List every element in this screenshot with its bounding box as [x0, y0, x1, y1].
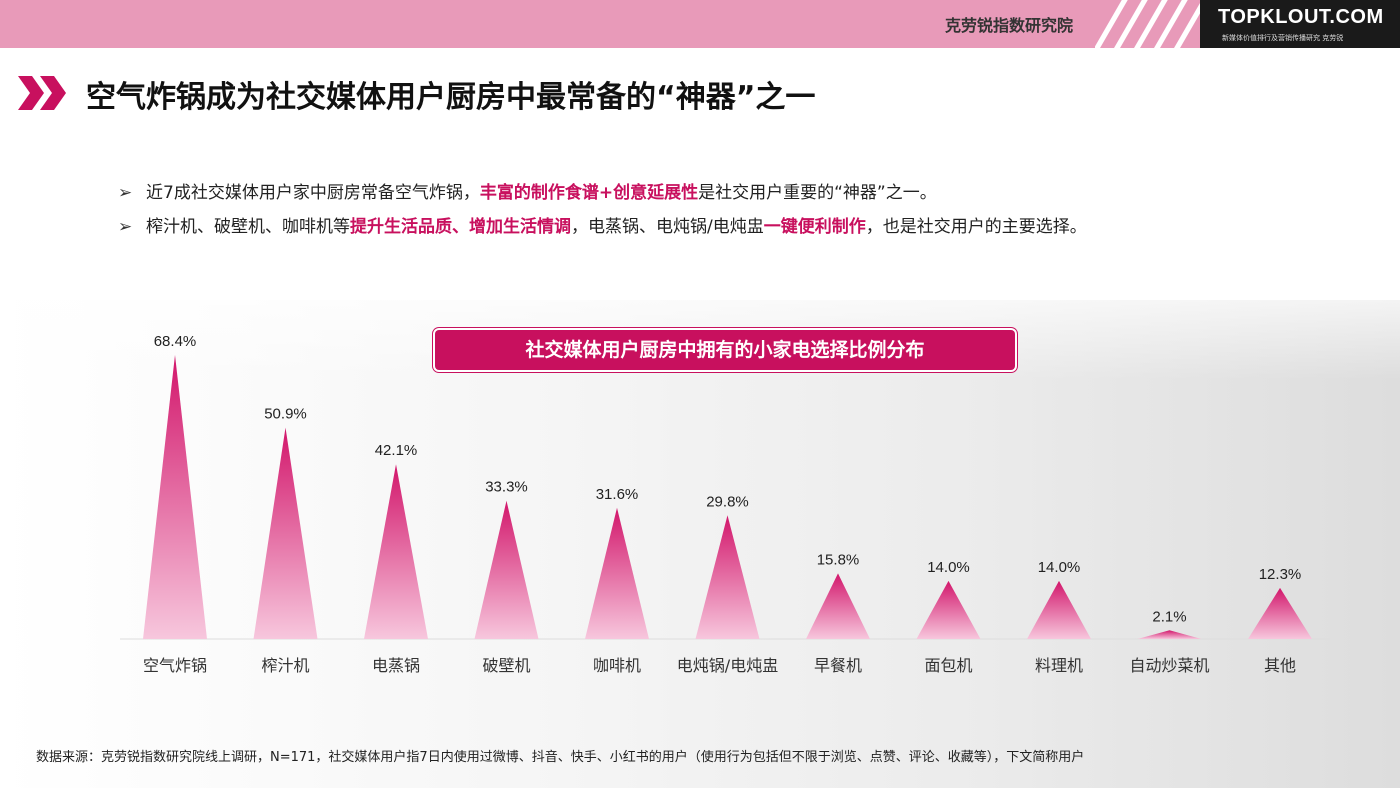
bar-破壁机 [474, 500, 539, 639]
bullet-list: ➢ 近7成社交媒体用户家中厨房常备空气炸锅，丰富的制作食谱+创意延展性是社交用户… [118, 180, 1368, 248]
bullet-highlight: 一键便利制作 [763, 217, 866, 237]
category-label: 榨汁机 [261, 656, 309, 675]
category-label: 其他 [1264, 656, 1296, 675]
bar-自动炒菜机 [1137, 630, 1202, 639]
bullet-item: ➢ 榨汁机、破壁机、咖啡机等提升生活品质、增加生活情调，电蒸锅、电炖锅/电炖盅一… [118, 214, 1368, 248]
data-source-note: 数据来源：克劳锐指数研究院线上调研，N=171，社交媒体用户指7日内使用过微博、… [36, 750, 1085, 765]
top-bar-stripes [1095, 0, 1205, 48]
brand-logo-subtitle: 新媒体价值排行及营销传播研究 克劳锐 [1222, 34, 1344, 42]
logo-box [1200, 0, 1400, 48]
value-label: 42.1% [375, 442, 418, 459]
category-label: 破壁机 [482, 656, 530, 675]
bar-电蒸锅 [364, 464, 428, 639]
bar-电炖锅/电炖盅 [695, 515, 760, 639]
bar-咖啡机 [585, 507, 649, 639]
bar-其他 [1248, 587, 1312, 639]
value-label: 14.0% [1038, 559, 1081, 576]
value-label: 50.9% [264, 406, 307, 423]
bar-料理机 [1027, 580, 1091, 639]
bar-空气炸锅 [143, 355, 207, 639]
bar-榨汁机 [253, 427, 318, 639]
category-label: 电蒸锅 [372, 656, 420, 675]
bullet-text: 近7成社交媒体用户家中厨房常备空气炸锅，丰富的制作食谱+创意延展性是社交用户重要… [146, 180, 937, 206]
value-label: 12.3% [1259, 566, 1302, 583]
bullet-highlight: 提升生活品质、增加生活情调 [350, 217, 571, 237]
bullet-text-part: ，也是社交用户的主要选择。 [865, 217, 1087, 237]
bullet-text-part: 是社交用户重要的“神器”之一。 [698, 183, 937, 203]
bullet-item: ➢ 近7成社交媒体用户家中厨房常备空气炸锅，丰富的制作食谱+创意延展性是社交用户… [118, 180, 1368, 214]
institute-name: 克劳锐指数研究院 [945, 16, 1074, 35]
value-label: 33.3% [485, 479, 528, 496]
arrow-bullet-icon: ➢ [118, 217, 133, 237]
value-label: 2.1% [1152, 608, 1186, 625]
bullet-text-part: 榨汁机、破壁机、咖啡机等 [146, 217, 350, 237]
double-chevron-icon [18, 76, 66, 110]
page-title: 空气炸锅成为社交媒体用户厨房中最常备的“神器”之一 [86, 80, 816, 115]
background-photo [0, 300, 1400, 788]
value-label: 15.8% [817, 551, 860, 568]
category-label: 料理机 [1035, 656, 1083, 675]
bullet-text-part: ，电蒸锅、电炖锅/电炖盅 [571, 217, 764, 237]
category-label: 电炖锅/电炖盅 [677, 656, 778, 675]
bullet-text: 榨汁机、破壁机、咖啡机等提升生活品质、增加生活情调，电蒸锅、电炖锅/电炖盅一键便… [146, 214, 1087, 240]
arrow-bullet-icon: ➢ [118, 183, 133, 203]
category-label: 自动炒菜机 [1129, 656, 1209, 675]
appliance-ownership-chart: 68.4% 空气炸锅 50.9% 榨汁机 42.1% 电蒸锅 33.3% 破壁机 31.6% 咖啡… [120, 333, 1330, 675]
value-label: 29.8% [706, 493, 749, 510]
category-label: 早餐机 [814, 656, 862, 675]
category-label: 面包机 [924, 656, 972, 675]
value-label: 68.4% [154, 333, 197, 350]
bullet-text-part: 近7成社交媒体用户家中厨房常备空气炸锅， [146, 183, 480, 203]
bar-早餐机 [806, 573, 870, 639]
value-label: 31.6% [596, 486, 639, 503]
bullet-highlight: 丰富的制作食谱+创意延展性 [479, 183, 699, 203]
brand-logo: TOPKLOUT.COM [1218, 6, 1384, 28]
category-label: 空气炸锅 [143, 656, 207, 675]
value-label: 14.0% [927, 559, 970, 576]
chart-title: 社交媒体用户厨房中拥有的小家电选择比例分布 [435, 330, 1015, 370]
bar-面包机 [916, 580, 981, 639]
category-label: 咖啡机 [593, 656, 641, 675]
